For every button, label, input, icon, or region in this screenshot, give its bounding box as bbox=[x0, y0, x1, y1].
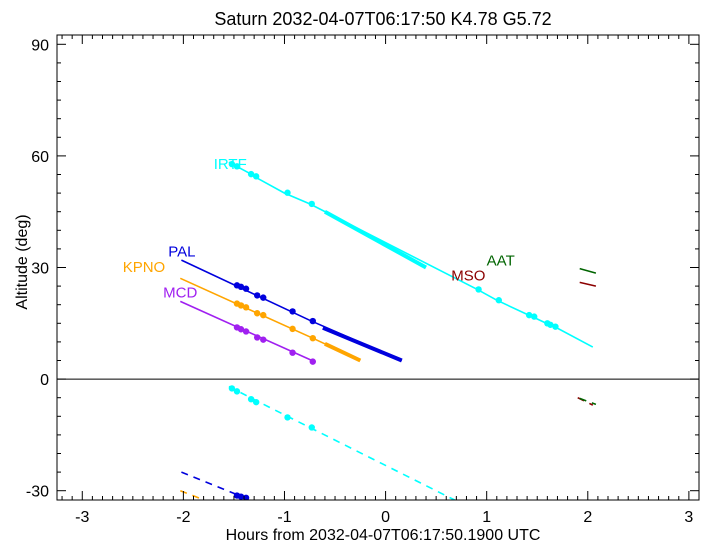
y-tick-label: -30 bbox=[26, 484, 49, 501]
series-irtf-point bbox=[552, 323, 559, 330]
x-tick-label: -1 bbox=[277, 509, 291, 526]
y-tick-label: 90 bbox=[31, 37, 49, 54]
series-pal-thick-segment bbox=[322, 325, 403, 363]
series-irtf-point bbox=[531, 313, 538, 320]
series-pal-point bbox=[309, 317, 316, 325]
series-irtf-line bbox=[228, 161, 594, 348]
series-mcd-point bbox=[253, 334, 261, 341]
series-aat-line bbox=[579, 267, 597, 274]
chart-title: Saturn 2032-04-07T06:17:50 K4.78 G5.72 bbox=[214, 9, 551, 29]
series-kpno-point bbox=[309, 334, 316, 342]
series-irtf-thick-segment bbox=[323, 209, 427, 270]
series-irtf-point bbox=[495, 297, 503, 304]
series-pal-point bbox=[242, 285, 250, 292]
series-irtf-below-point bbox=[228, 385, 236, 392]
axis-ticks bbox=[57, 35, 699, 500]
series-mcd-point bbox=[242, 328, 250, 335]
series-irtf-point bbox=[308, 200, 315, 208]
axis-tick-labels: -3 -2 -1 0 1 2 3 -30 0 30 60 90 bbox=[26, 37, 694, 526]
series-irtf-below-point bbox=[308, 424, 315, 431]
series-irtf-point bbox=[233, 163, 241, 170]
series-pal-point bbox=[260, 294, 267, 301]
series-mcd-point bbox=[309, 358, 316, 365]
series-kpno-point bbox=[237, 302, 245, 309]
x-tick-label: 0 bbox=[381, 509, 390, 526]
series-kpno-label: KPNO bbox=[123, 259, 166, 276]
series-irtf-point bbox=[284, 189, 291, 196]
series-mcd-point bbox=[237, 326, 245, 333]
data-layer bbox=[57, 160, 699, 500]
y-axis-label: Altitude (deg) bbox=[14, 214, 31, 309]
series-irtf-point bbox=[525, 311, 533, 319]
x-tick-label: 3 bbox=[684, 509, 693, 526]
series-mso-label: MSO bbox=[451, 268, 485, 285]
x-tick-label: -3 bbox=[75, 509, 89, 526]
x-axis-label: Hours from 2032-04-07T06:17:50.1900 UTC bbox=[226, 527, 541, 544]
x-tick-label: 1 bbox=[482, 509, 491, 526]
series-irtf-point bbox=[252, 173, 260, 180]
series-irtf-label: IRTF bbox=[214, 156, 247, 173]
series-irtf-point bbox=[228, 160, 236, 168]
series-irtf-point bbox=[475, 286, 482, 293]
series-irtf-below-point bbox=[247, 395, 255, 403]
series-pal-point bbox=[253, 292, 261, 299]
series-irtf-point bbox=[547, 321, 554, 328]
series-pal-label: PAL bbox=[168, 243, 195, 260]
series-mso-line bbox=[579, 281, 597, 287]
series-pal-below-point bbox=[237, 493, 245, 500]
series-kpno-below-horizon-line bbox=[180, 489, 207, 500]
series-kpno-thick-segment bbox=[324, 341, 362, 363]
series-aat-label: AAT bbox=[487, 253, 515, 270]
series-kpno-point bbox=[260, 311, 267, 319]
series-irtf-below-point bbox=[252, 398, 260, 406]
series-aat-below-horizon-line bbox=[579, 397, 597, 406]
series-pal-point bbox=[289, 308, 296, 315]
series-kpno-point bbox=[253, 310, 261, 317]
x-tick-label: 2 bbox=[583, 509, 592, 526]
series-pal-point bbox=[237, 283, 245, 291]
y-tick-label: 0 bbox=[40, 372, 49, 389]
series-pal-below-horizon-line bbox=[181, 471, 253, 500]
y-tick-label: 30 bbox=[31, 261, 49, 278]
series-kpno-point bbox=[289, 325, 296, 333]
series-mcd-label: MCD bbox=[163, 284, 197, 301]
series-irtf-below-point bbox=[284, 414, 291, 421]
series-irtf-below-horizon-line bbox=[228, 385, 457, 500]
series-irtf-below-point bbox=[233, 388, 241, 395]
y-tick-label: 60 bbox=[31, 149, 49, 166]
series-mcd-point bbox=[289, 349, 296, 356]
series-mcd-point bbox=[260, 336, 267, 343]
x-tick-label: -2 bbox=[176, 509, 190, 526]
series-kpno-point bbox=[242, 304, 250, 311]
series-irtf-point bbox=[247, 170, 255, 178]
